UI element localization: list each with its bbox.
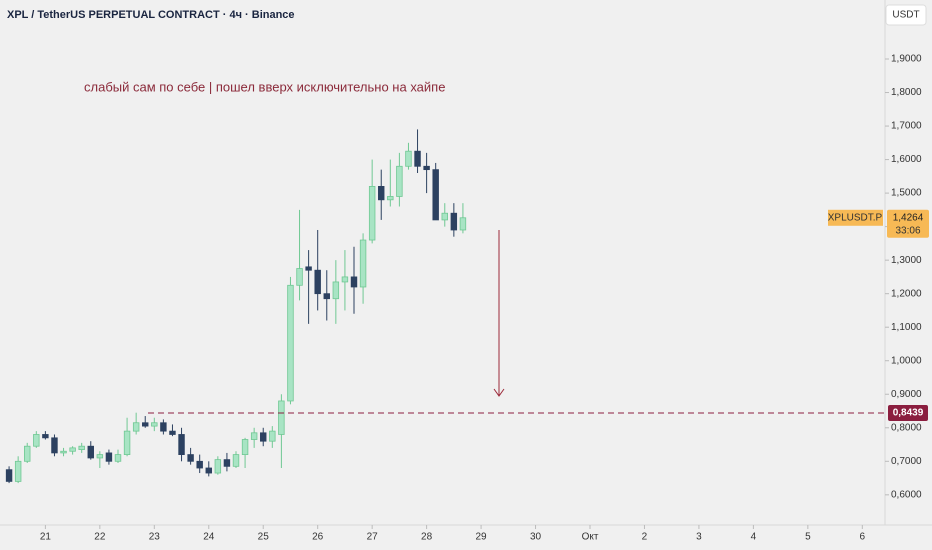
- y-tick-label: 1,6000: [891, 154, 922, 165]
- candle-body: [350, 276, 358, 288]
- x-tick-label: 6: [860, 532, 866, 543]
- x-tick-label: Окт: [582, 532, 599, 543]
- x-tick-label: 25: [258, 532, 270, 543]
- candle-body: [278, 400, 285, 435]
- candle-body: [296, 268, 303, 286]
- candle-body: [196, 460, 203, 469]
- candle-body: [151, 422, 158, 427]
- y-tick-label: 1,7000: [891, 121, 922, 132]
- y-tick-label: 1,1000: [891, 322, 922, 333]
- x-tick-label: 5: [805, 532, 811, 543]
- candle-body: [459, 217, 467, 231]
- candle-body: [78, 445, 85, 450]
- x-tick-label: 4: [751, 532, 757, 543]
- candle-body: [42, 434, 49, 439]
- x-tick-label: 30: [530, 532, 542, 543]
- candle-body: [396, 165, 403, 197]
- candle-body: [287, 284, 294, 402]
- y-tick-label: 1,3000: [891, 255, 922, 266]
- candle-body: [87, 445, 94, 459]
- candle-body: [450, 212, 458, 231]
- candle-body: [24, 445, 31, 462]
- candle-body: [314, 269, 321, 295]
- candle-body: [414, 150, 421, 167]
- candle-body: [305, 266, 312, 271]
- candle-body: [14, 460, 22, 482]
- candle-body: [69, 447, 76, 452]
- candle-body: [359, 239, 367, 288]
- candle-body: [378, 185, 385, 201]
- currency-button[interactable]: [885, 4, 927, 26]
- candle-body: [441, 212, 448, 221]
- candle-body: [250, 432, 258, 440]
- x-tick-label: 2: [642, 532, 648, 543]
- candle-body: [142, 422, 149, 427]
- level-label: 0,8439: [893, 408, 924, 419]
- candle-body: [269, 430, 276, 442]
- y-tick-label: 1,0000: [891, 355, 922, 366]
- candle-body: [260, 432, 267, 442]
- candle-body: [105, 452, 113, 462]
- chart-title: XPL / TetherUS PERPETUAL CONTRACT · 4ч ·…: [7, 9, 295, 21]
- x-tick-label: 23: [149, 532, 161, 543]
- x-tick-label: 27: [367, 532, 379, 543]
- y-tick-label: 1,9000: [891, 54, 922, 65]
- candle-body: [214, 459, 222, 474]
- candle-body: [341, 276, 349, 283]
- candle-body: [187, 454, 194, 462]
- y-tick-label: 1,8000: [891, 87, 922, 98]
- arrow-head: [493, 388, 505, 397]
- candle-body: [405, 150, 412, 167]
- y-tick-label: 0,7000: [891, 456, 922, 467]
- candle-body: [387, 196, 394, 201]
- candle-body: [241, 439, 249, 455]
- y-tick-label: 1,5000: [891, 188, 922, 199]
- candle-body: [51, 437, 58, 454]
- last-price-label: 1,4264: [893, 212, 924, 223]
- candle-body: [368, 185, 376, 241]
- candle-body: [5, 469, 13, 482]
- x-tick-label: 29: [476, 532, 488, 543]
- candle-body: [178, 434, 185, 455]
- y-tick-label: 0,8000: [891, 422, 922, 433]
- x-tick-label: 24: [203, 532, 215, 543]
- candle-body: [33, 434, 40, 447]
- candle-body: [60, 450, 67, 454]
- candle-body: [123, 430, 131, 455]
- candle-body: [96, 454, 104, 459]
- candle-body: [432, 169, 439, 221]
- candle-body: [223, 459, 231, 467]
- candle-body: [205, 467, 212, 474]
- y-tick-label: 0,6000: [891, 489, 922, 500]
- currency-label[interactable]: USDT: [892, 10, 919, 21]
- annotation: слабый сам по себе | пошел вверх исключи…: [84, 79, 445, 94]
- symbol-label-box: [828, 209, 883, 226]
- candle-body: [423, 165, 430, 171]
- y-tick-label: 0,9000: [891, 389, 922, 400]
- y-tick-label: 1,2000: [891, 288, 922, 299]
- x-tick-label: 28: [421, 532, 433, 543]
- x-tick-label: 26: [312, 532, 324, 543]
- last-price-box: [887, 209, 929, 238]
- symbol-label: XPLUSDT.P: [828, 212, 883, 223]
- candle-body: [332, 281, 340, 300]
- candle-body: [323, 293, 330, 300]
- candle-body: [160, 422, 167, 432]
- candle-body: [132, 422, 140, 432]
- level-label-box: [888, 405, 928, 422]
- countdown-label: 33:06: [895, 225, 920, 236]
- x-tick-label: 22: [94, 532, 106, 543]
- candle-body: [232, 454, 240, 467]
- x-tick-label: 21: [40, 532, 52, 543]
- candle-body: [114, 454, 122, 462]
- x-tick-label: 3: [696, 532, 702, 543]
- candle-body: [169, 430, 176, 435]
